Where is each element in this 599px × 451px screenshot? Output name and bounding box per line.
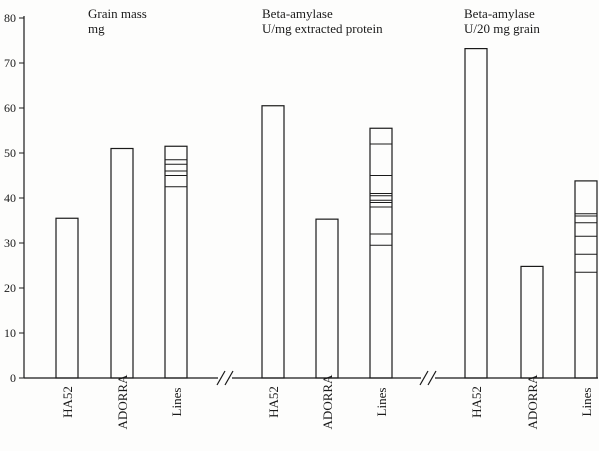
y-tick-label-50: 50 [4,146,16,160]
y-tick-label-80: 80 [4,11,16,25]
category-label-panel-2-lines: Lines [374,388,389,417]
y-tick-label-30: 30 [4,236,16,250]
category-label-panel-1-lines: Lines [169,388,184,417]
panel-1-title-line-2: mg [88,21,105,36]
bar-panel-1-ha52 [55,217,79,379]
category-label-panel-3-lines: Lines [579,388,594,417]
category-label-panel-2-adorra: ADORRA [320,374,335,430]
bar-panel-1-adorra [110,147,134,379]
category-label-panel-2-ha52: HA52 [266,386,281,418]
bar-panel-3-lines [574,180,598,379]
y-tick-label-10: 10 [4,326,16,340]
axis-break-2 [419,370,437,386]
panel-2-title-line-1: Beta-amylase [262,6,333,21]
y-tick-label-70: 70 [4,56,16,70]
y-tick-label-20: 20 [4,281,16,295]
category-label-panel-3-adorra: ADORRA [525,374,540,430]
bar-panel-1-lines [164,145,188,379]
bar-panel-2-lines [369,127,393,379]
bar-panel-3-ha52 [464,47,488,379]
panel-3-title-line-2: U/20 mg grain [464,21,540,36]
y-tick-label-40: 40 [4,191,16,205]
category-label-panel-1-ha52: HA52 [60,386,75,418]
category-label-panel-3-ha52: HA52 [469,386,484,418]
bar-panel-3-adorra [520,265,544,379]
bar-panel-2-adorra [315,218,339,379]
panel-2-title-line-2: U/mg extracted protein [262,21,383,36]
y-tick-label-0: 0 [10,371,16,385]
category-label-panel-1-adorra: ADORRA [115,374,130,430]
y-tick-label-60: 60 [4,101,16,115]
panel-3-title-line-1: Beta-amylase [464,6,535,21]
axis-break-1 [216,370,234,386]
bar-panel-2-ha52 [261,105,285,379]
panel-1-title-line-1: Grain mass [88,6,147,21]
